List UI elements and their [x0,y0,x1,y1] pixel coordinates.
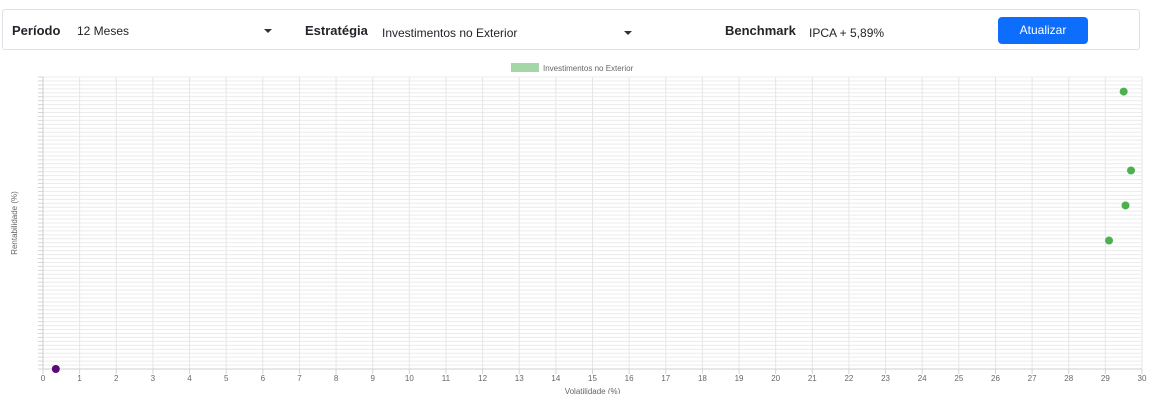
benchmark-label: Benchmark [725,23,796,38]
period-value: 12 Meses [77,24,130,38]
x-tick-label: 5 [224,374,229,383]
strategy-value: Investimentos no Exterior [382,26,518,40]
x-tick-label: 7 [297,374,302,383]
risk-return-chart: 0 1 2 3 4 5 6 7 8 9 10 11 12 13 14 15 16 17 18 19 20 21 22 23 24… [0,54,1152,394]
x-tick-label: 16 [625,374,634,383]
benchmark-value: IPCA + 5,89% [809,26,885,40]
strategy-label: Estratégia [305,23,368,38]
legend-label: Investimentos no Exterior [543,64,634,73]
x-tick-label: 15 [588,374,597,383]
x-tick-label: 29 [1101,374,1110,383]
x-tick-label: 10 [405,374,414,383]
x-tick-label: 11 [442,374,451,383]
x-tick-label: 17 [661,374,670,383]
x-tick-label: 30 [1138,374,1147,383]
update-button[interactable]: Atualizar [998,17,1088,44]
x-tick-label: 1 [77,374,82,383]
x-tick-label: 0 [41,374,46,383]
period-label: Período [12,23,61,38]
strategy-select[interactable]: Investimentos no Exterior [373,20,640,46]
x-tick-label: 19 [735,374,744,383]
x-tick-label: 13 [515,374,524,383]
data-point[interactable] [1127,166,1136,175]
x-tick-label: 9 [370,374,375,383]
x-tick-label: 4 [187,374,192,383]
benchmark-point[interactable] [51,365,60,373]
x-tick-label: 26 [991,374,1000,383]
x-tick-label: 14 [551,374,560,383]
x-tick-label: 3 [151,374,156,383]
x-tick-label: 24 [918,374,927,383]
x-tick-label: 20 [771,374,780,383]
x-axis-title: Volatilidade (%) [565,387,621,394]
legend-swatch[interactable] [511,63,539,72]
data-point[interactable] [1121,201,1130,210]
period-select[interactable]: 12 Meses [68,18,280,44]
data-point[interactable] [1105,236,1114,245]
x-tick-label: 2 [114,374,119,383]
x-tick-label: 18 [698,374,707,383]
x-tick-label: 25 [954,374,963,383]
x-tick-label: 28 [1064,374,1073,383]
benchmark-select[interactable]: IPCA + 5,89% [800,20,1026,46]
filter-bar: Período 12 Meses Estratégia Investimento… [2,9,1140,50]
chevron-down-icon [624,31,632,35]
x-tick-label: 12 [478,374,487,383]
x-tick-label: 21 [808,374,817,383]
scatter-chart-svg: 0 1 2 3 4 5 6 7 8 9 10 11 12 13 14 15 16 17 18 19 20 21 22 23 24… [10,63,1147,394]
x-tick-label: 27 [1028,374,1037,383]
x-tick-label: 8 [334,374,339,383]
x-tick-label: 23 [881,374,890,383]
data-point[interactable] [1119,87,1128,96]
y-axis-title: Rentabilidade (%) [10,191,19,255]
chevron-down-icon [264,29,272,33]
x-tick-label: 6 [261,374,266,383]
x-tick-label: 22 [844,374,853,383]
